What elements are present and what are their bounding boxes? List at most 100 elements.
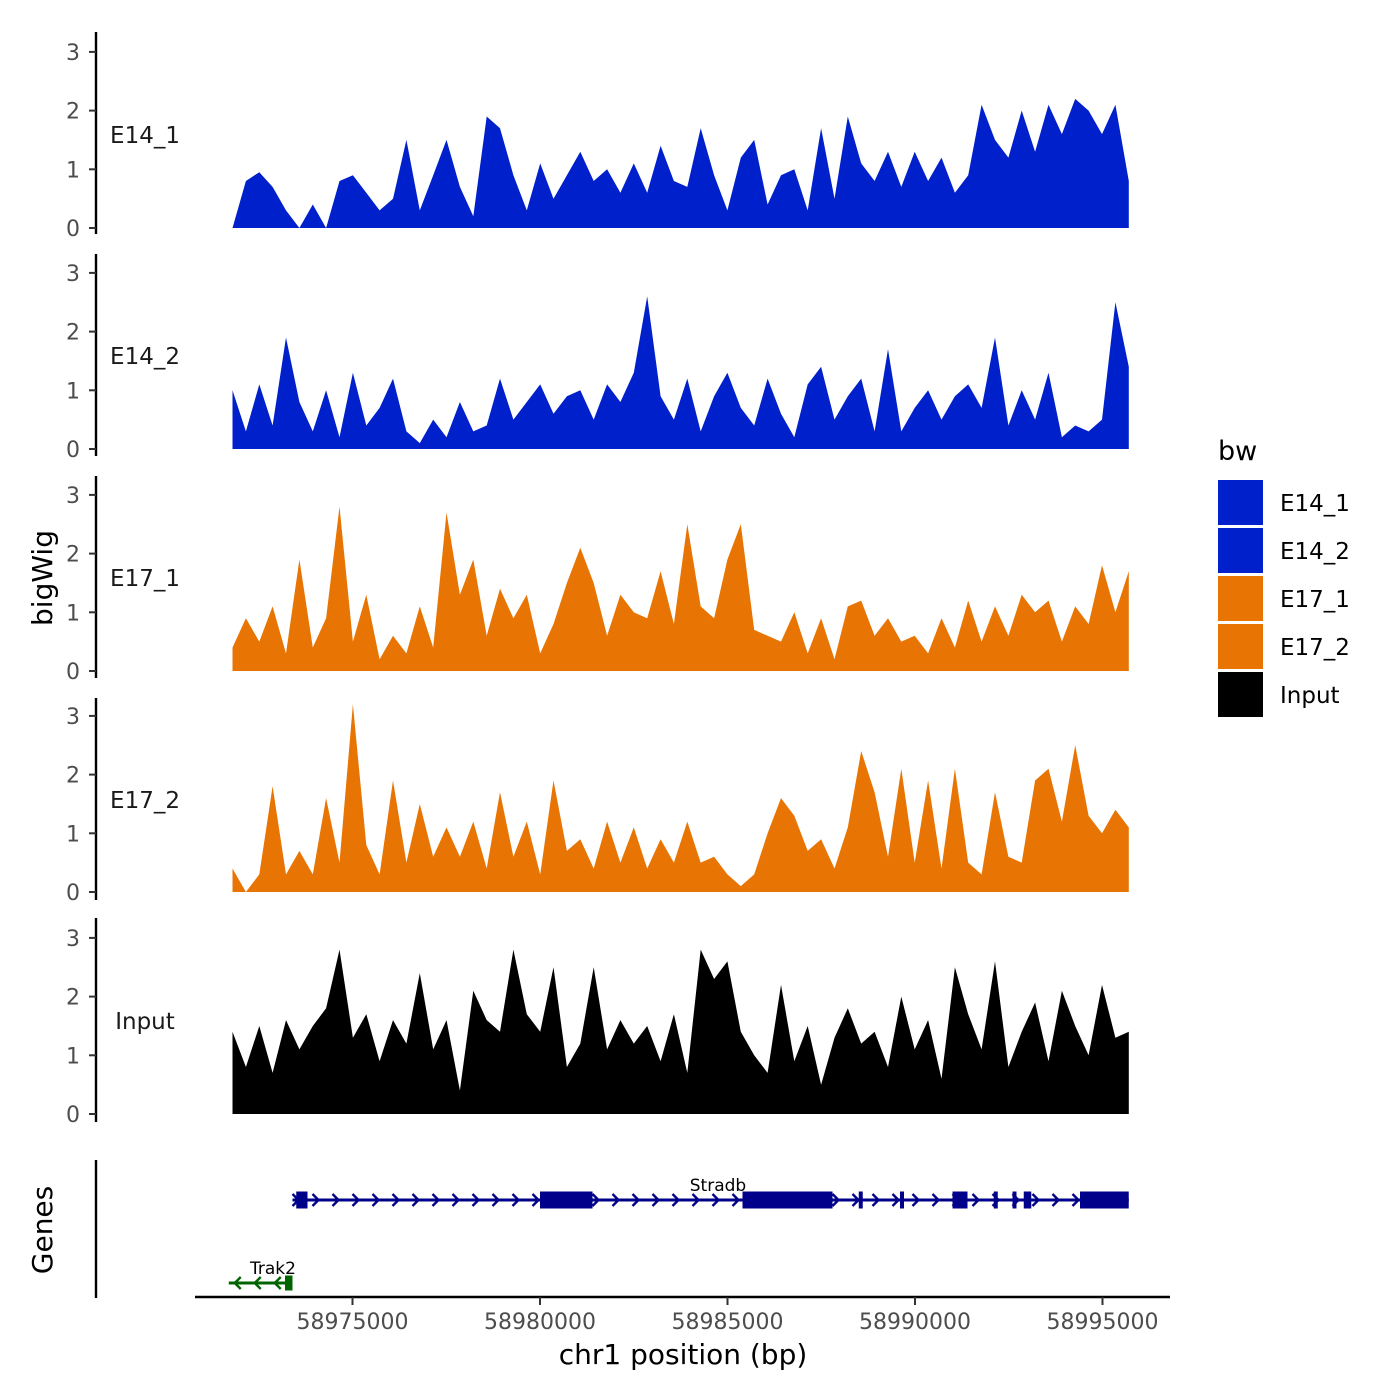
gene-exon xyxy=(540,1191,593,1209)
y-tick-label: 0 xyxy=(66,881,80,906)
strand-arrow xyxy=(431,1193,441,1207)
strand-arrow xyxy=(971,1193,981,1207)
legend-key-e14-2 xyxy=(1218,528,1263,573)
legend-key-e17-1 xyxy=(1218,576,1263,621)
y-tick-label: 3 xyxy=(66,484,80,509)
x-tick-label: 58980000 xyxy=(484,1310,596,1335)
strand-arrow xyxy=(911,1193,921,1207)
x-axis-ticks: 58975000 58980000 58985000 58990000 58995000 xyxy=(297,1297,1159,1335)
legend-label-e14-2: E14_2 xyxy=(1280,539,1350,565)
strand-arrow xyxy=(233,1276,242,1290)
strand-arrow xyxy=(351,1193,361,1207)
gene-exon xyxy=(952,1191,968,1209)
strand-arrow xyxy=(491,1193,501,1207)
y-axis-ticks-input: 0 1 2 3 xyxy=(66,927,96,1128)
strand-arrow xyxy=(631,1193,641,1207)
strand-arrow xyxy=(611,1193,621,1207)
y-tick-label: 0 xyxy=(66,660,80,685)
y-axis-title: bigWig xyxy=(26,530,59,626)
gene-exon xyxy=(296,1191,308,1209)
x-tick-label: 58975000 xyxy=(297,1310,409,1335)
track-e17-1: E17_1 0 1 2 3 xyxy=(66,476,1129,685)
gene-model-stradb: Stradb xyxy=(291,1176,1129,1209)
y-tick-label: 1 xyxy=(66,601,80,626)
gene-exon xyxy=(742,1191,833,1209)
legend-item-e17-1: E17_1 xyxy=(1218,576,1350,621)
track-label-e17-1: E17_1 xyxy=(110,566,180,592)
legend-key-e17-2 xyxy=(1218,624,1263,669)
gene-exon xyxy=(858,1191,863,1209)
strand-arrow xyxy=(253,1276,262,1290)
strand-arrow xyxy=(331,1193,341,1207)
y-tick-label: 0 xyxy=(66,1103,80,1128)
strand-arrow xyxy=(371,1193,381,1207)
gene-label-trak2: Trak2 xyxy=(249,1259,296,1279)
strand-arrow xyxy=(671,1193,681,1207)
legend-label-input: Input xyxy=(1280,683,1340,709)
genes-track: Genes Stradb Trak2 xyxy=(26,1160,1129,1298)
signal-area-e17-2 xyxy=(232,704,1129,892)
strand-arrow xyxy=(891,1193,901,1207)
legend-key-input xyxy=(1218,672,1263,717)
y-axis-ticks-e14-1: 0 1 2 3 xyxy=(66,41,96,242)
track-e17-2: E17_2 0 1 2 3 xyxy=(66,698,1129,906)
genes-track-title: Genes xyxy=(26,1186,59,1274)
x-tick-label: 58995000 xyxy=(1047,1310,1159,1335)
y-tick-label: 2 xyxy=(66,986,80,1011)
legend-label-e17-2: E17_2 xyxy=(1280,635,1350,661)
signal-area-e17-1 xyxy=(232,506,1129,671)
y-tick-label: 1 xyxy=(66,379,80,404)
legend: bw E14_1 E14_2 E17_1 E17_2 Input xyxy=(1218,436,1350,717)
y-tick-label: 2 xyxy=(66,543,80,568)
x-axis: 58975000 58980000 58985000 58990000 58995000… xyxy=(195,1295,1170,1371)
y-tick-label: 3 xyxy=(66,927,80,952)
strand-arrow xyxy=(391,1193,401,1207)
track-input: Input 0 1 2 3 xyxy=(66,918,1129,1128)
track-label-e14-1: E14_1 xyxy=(110,123,180,149)
x-tick-label: 58985000 xyxy=(672,1310,784,1335)
strand-arrow xyxy=(273,1276,282,1290)
y-tick-label: 3 xyxy=(66,41,80,66)
track-label-e14-2: E14_2 xyxy=(110,344,180,370)
y-tick-label: 2 xyxy=(66,764,80,789)
y-tick-label: 0 xyxy=(66,217,80,242)
legend-item-e14-1: E14_1 xyxy=(1218,480,1350,525)
y-axis-ticks-e14-2: 0 1 2 3 xyxy=(66,262,96,463)
strand-arrow xyxy=(871,1193,881,1207)
strand-arrow xyxy=(531,1193,541,1207)
strand-arrow xyxy=(591,1193,601,1207)
strand-arrow xyxy=(831,1193,841,1207)
legend-title: bw xyxy=(1218,436,1257,467)
y-tick-label: 2 xyxy=(66,100,80,125)
strand-arrow xyxy=(651,1193,661,1207)
y-tick-label: 1 xyxy=(66,158,80,183)
strand-arrow xyxy=(931,1193,941,1207)
strand-arrow xyxy=(1071,1193,1081,1207)
gene-exon xyxy=(1080,1191,1129,1209)
track-e14-1: E14_1 0 1 2 3 xyxy=(66,32,1129,242)
gene-exon xyxy=(1023,1191,1032,1209)
x-axis-title: chr1 position (bp) xyxy=(559,1338,808,1371)
strand-arrow xyxy=(851,1193,861,1207)
strand-arrow xyxy=(311,1193,321,1207)
y-tick-label: 0 xyxy=(66,438,80,463)
strand-arrow xyxy=(511,1193,521,1207)
track-label-input: Input xyxy=(115,1009,175,1035)
y-axis-ticks-e17-2: 0 1 2 3 xyxy=(66,705,96,906)
track-label-e17-2: E17_2 xyxy=(110,788,180,814)
y-tick-label: 3 xyxy=(66,262,80,287)
gene-exon xyxy=(993,1191,998,1209)
gene-label-stradb: Stradb xyxy=(690,1176,746,1196)
y-axis-ticks-e17-1: 0 1 2 3 xyxy=(66,484,96,685)
track-e14-2: E14_2 0 1 2 3 xyxy=(66,254,1129,463)
legend-label-e17-1: E17_1 xyxy=(1280,587,1350,613)
strand-arrow xyxy=(711,1193,721,1207)
signal-area-input xyxy=(232,949,1129,1114)
gene-exon xyxy=(1012,1191,1017,1209)
legend-label-e14-1: E14_1 xyxy=(1280,491,1350,517)
strand-arrow xyxy=(1051,1193,1061,1207)
legend-item-e17-2: E17_2 xyxy=(1218,624,1350,669)
strand-arrow xyxy=(731,1193,741,1207)
strand-arrow xyxy=(691,1193,701,1207)
signal-area-e14-2 xyxy=(232,296,1129,449)
